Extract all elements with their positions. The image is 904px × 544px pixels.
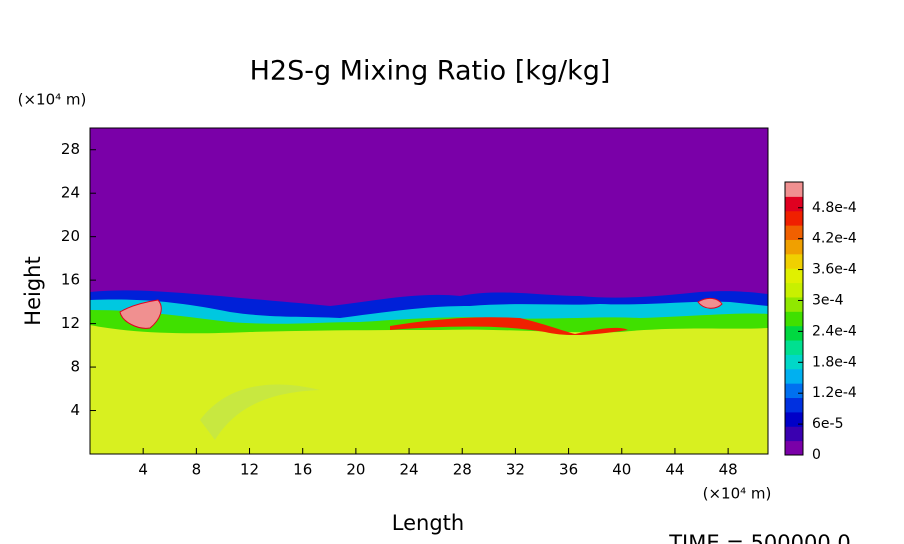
colorbar-tick-label: 3.6e-4: [812, 262, 857, 278]
colorbar-tick-label: 3e-4: [812, 292, 844, 308]
colorbar-segment: [785, 440, 803, 456]
y-tick-label: 8: [70, 358, 80, 376]
colorbar-segment: [785, 354, 803, 370]
x-tick-label: 32: [506, 461, 525, 479]
y-tick-label: 24: [61, 184, 80, 202]
colorbar-segment: [785, 340, 803, 355]
colorbar-segment: [785, 311, 803, 327]
x-tick-label: 16: [293, 461, 312, 479]
colorbar-tick-label: 1.8e-4: [812, 354, 857, 370]
x-tick-label: 44: [665, 461, 684, 479]
colorbar-segment: [785, 239, 803, 255]
field-band: [697, 297, 723, 309]
colorbar-tick-label: 4.8e-4: [812, 200, 857, 216]
plot-frame: [89, 127, 769, 455]
x-tick-label: 20: [346, 461, 365, 479]
colorbar-segment: [785, 182, 803, 197]
colorbar-tick-label: 0: [812, 447, 821, 463]
colorbar-segment: [785, 411, 803, 427]
x-tick-label: 12: [240, 461, 259, 479]
time-label: TIME = 500000.0: [668, 531, 851, 544]
colorbar-segment: [785, 296, 803, 312]
y-tick-label: 28: [61, 140, 80, 158]
colorbar-tick-label: 1.2e-4: [812, 385, 857, 401]
x-unit: (×10⁴ m): [703, 485, 772, 503]
y-tick-label: 20: [61, 227, 80, 245]
field-band: [390, 317, 628, 336]
field-band: [200, 384, 320, 440]
colorbar-segment: [785, 325, 803, 341]
colorbar-segment: [785, 225, 803, 240]
y-label: Height: [21, 256, 45, 325]
x-tick-label: 28: [453, 461, 472, 479]
x-tick-label: 8: [192, 461, 202, 479]
colorbar-tick-label: 2.4e-4: [812, 323, 857, 339]
colorbar-tick-label: 4.2e-4: [812, 231, 857, 247]
colorbar-segment: [785, 210, 803, 226]
colorbar-segment: [785, 383, 803, 399]
y-tick-label: 4: [70, 401, 80, 419]
colorbar-segment: [785, 426, 803, 442]
colorbar-segment: [785, 253, 803, 269]
colorbar-frame: [784, 181, 804, 456]
y-unit: (×10⁴ m): [18, 91, 87, 109]
colorbar-tick-label: 6e-5: [812, 416, 843, 432]
colorbar-segment: [785, 368, 803, 384]
colorbar-segment: [785, 397, 803, 413]
y-tick-label: 12: [61, 314, 80, 332]
colorbar-segment: [785, 196, 803, 212]
field-band: [90, 325, 768, 454]
x-tick-label: 48: [719, 461, 738, 479]
x-tick-label: 40: [612, 461, 631, 479]
x-tick-label: 24: [400, 461, 419, 479]
x-tick-label: 4: [138, 461, 148, 479]
x-label: Length: [392, 511, 464, 535]
x-tick-label: 36: [559, 461, 578, 479]
colorbar-segment: [785, 282, 803, 298]
colorbar-segment: [785, 268, 803, 284]
y-tick-label: 16: [61, 271, 80, 289]
chart-title: H2S-g Mixing Ratio [kg/kg]: [250, 56, 611, 87]
field-band: [119, 299, 162, 329]
field: [90, 128, 768, 454]
